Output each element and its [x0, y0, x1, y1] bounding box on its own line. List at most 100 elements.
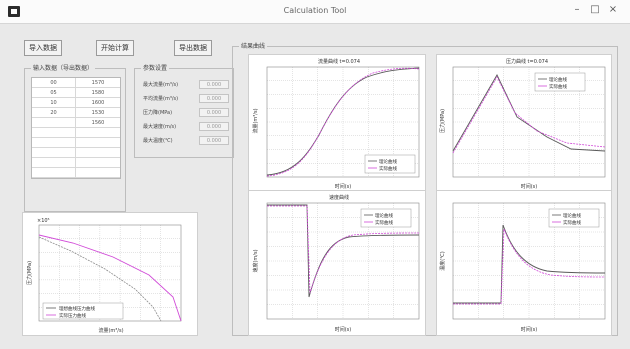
temperature-plot-ylabel: 温度(℃) [439, 251, 446, 271]
actual-curve-line [38, 236, 162, 322]
curve-legend-theory: 理想曲线压力曲线 [59, 305, 95, 312]
temperature-plot-xlabel: 时间(s) [521, 326, 538, 333]
table-row[interactable]: 1560 [32, 118, 120, 128]
curve-ylabel: 压力(MPa) [26, 261, 33, 285]
pressure-flow-chart-svg: ×10⁵ 压力(MPa) 流量(m³/s) 理想曲线压力曲线 实际压力曲线 [26, 218, 182, 334]
pressure-legend-theory: 理论曲线 [549, 76, 567, 83]
table-cell[interactable]: 05 [32, 88, 77, 97]
flow-time-svg: 流量曲线 t=0.074 流量(m³/s) 时间(s) 理论曲线 实际曲线 [252, 58, 420, 190]
velocity-plot-legend [360, 208, 412, 228]
velocity-plot-axes [266, 202, 420, 320]
table-cell[interactable] [32, 168, 77, 177]
curve-legend-actual: 实际压力曲线 [59, 312, 86, 319]
temperature-actual-line [453, 228, 606, 305]
table-row[interactable] [32, 148, 120, 158]
table-row[interactable]: 05 1580 [32, 88, 120, 98]
import-data-button[interactable]: 导入数据 [24, 40, 62, 56]
table-cell[interactable] [76, 148, 120, 157]
table-cell[interactable]: 1560 [91, 120, 105, 126]
table-cell[interactable]: 1530 [91, 110, 105, 116]
pressure-plot-legend [534, 72, 586, 92]
table-cell[interactable] [32, 128, 77, 137]
results-group-label: 结果曲线 [239, 41, 268, 50]
flow-plot-xlabel: 时间(s) [335, 183, 352, 190]
velocity-plot-title: 速度曲线 [329, 194, 349, 201]
temperature-time-plot: 温度(℃) 时间(s) 理论曲线 实际曲线 [436, 190, 612, 336]
table-cell[interactable] [76, 158, 120, 167]
maximize-button[interactable]: □ [590, 4, 600, 15]
pressure-legend-actual: 实际曲线 [549, 83, 567, 90]
velocity-plot-xlabel: 时间(s) [335, 326, 352, 333]
param-label: 最大速度(m/s) [143, 124, 177, 130]
curve-legend [42, 302, 124, 320]
close-button[interactable]: × [608, 4, 618, 15]
table-cell[interactable]: 20 [32, 108, 77, 117]
flow-plot-legend [364, 154, 416, 174]
curve-xlabel: 流量(m³/s) [98, 327, 123, 334]
velocity-time-svg: 速度曲线 速度(m/s) 时间(s) 理论曲线 实际曲线 [252, 194, 420, 333]
velocity-time-plot: 速度曲线 速度(m/s) 时间(s) 理论曲线 实际曲线 [248, 190, 426, 336]
table-row[interactable]: 20 1530 [32, 108, 120, 118]
pressure-plot-xlabel: 时间(s) [521, 183, 538, 190]
param-value-field[interactable]: 0.000 [199, 136, 229, 145]
data-group-label: 输入数据（导出数据） [31, 63, 96, 72]
temperature-theory-line [453, 224, 606, 304]
flow-plot-axes [266, 66, 420, 178]
flow-time-plot: 流量曲线 t=0.074 流量(m³/s) 时间(s) 理论曲线 实际曲线 [248, 54, 426, 192]
pressure-actual-line [452, 76, 606, 154]
table-cell[interactable] [76, 138, 120, 147]
flow-actual-line [266, 67, 420, 177]
param-label: 压力降(MPa) [143, 110, 173, 116]
table-cell[interactable] [76, 168, 120, 177]
table-cell[interactable] [32, 158, 77, 167]
param-label: 最大流量(m³/s) [143, 82, 179, 88]
velocity-legend-theory: 理论曲线 [375, 212, 393, 219]
table-cell[interactable]: 1600 [91, 100, 105, 106]
table-cell[interactable] [76, 128, 120, 137]
table-row[interactable] [32, 128, 120, 138]
start-calc-button[interactable]: 开始计算 [96, 40, 134, 56]
param-label: 平均流量(m³/s) [143, 96, 179, 102]
param-label: 最大温度(℃) [143, 138, 173, 144]
param-value-field[interactable]: 0.000 [199, 80, 229, 89]
param-value-field[interactable]: 0.000 [199, 122, 229, 131]
export-data-button[interactable]: 导出数据 [174, 40, 212, 56]
table-cell[interactable]: 1580 [91, 90, 105, 96]
velocity-actual-line [267, 205, 420, 294]
data-grid[interactable]: 00 1570 05 1580 10 1600 20 1530 1560 [31, 77, 121, 179]
table-row[interactable] [32, 138, 120, 148]
flow-legend-actual: 实际曲线 [379, 165, 397, 172]
table-cell[interactable]: 10 [32, 98, 77, 107]
table-row[interactable] [32, 168, 120, 178]
pressure-plot-title: 压力曲线 t=0.074 [506, 58, 548, 65]
flow-legend-theory: 理论曲线 [379, 158, 397, 165]
theory-curve-line [38, 234, 182, 322]
velocity-legend-actual: 实际曲线 [375, 219, 393, 226]
flow-plot-title: 流量曲线 t=0.074 [318, 58, 360, 65]
pressure-plot-ylabel: 压力(MPa) [439, 109, 446, 133]
app-icon [8, 6, 20, 17]
table-cell[interactable]: 1570 [91, 80, 105, 86]
param-value-field[interactable]: 0.000 [199, 94, 229, 103]
param-value-field[interactable]: 0.000 [199, 108, 229, 117]
table-cell[interactable] [32, 118, 77, 127]
pressure-time-svg: 压力曲线 t=0.074 压力(MPa) 时间(s) 理论曲线 实际曲线 [439, 58, 606, 190]
velocity-plot-ylabel: 速度(m/s) [252, 249, 259, 272]
data-group: 输入数据（导出数据） 00 1570 05 1580 10 1600 20 1530 1560 [24, 63, 126, 212]
table-row[interactable]: 10 1600 [32, 98, 120, 108]
temperature-plot-legend [548, 208, 600, 228]
minimize-button[interactable]: – [574, 4, 580, 15]
temperature-legend-theory: 理论曲线 [563, 212, 581, 219]
table-row[interactable]: 00 1570 [32, 78, 120, 88]
table-cell[interactable] [32, 148, 77, 157]
flow-theory-line [266, 67, 420, 176]
table-cell[interactable]: 00 [32, 78, 77, 87]
table-cell[interactable] [32, 138, 77, 147]
window-title: Calculation Tool [283, 6, 347, 15]
table-row[interactable] [32, 158, 120, 168]
pressure-flow-chart: ×10⁵ 压力(MPa) 流量(m³/s) 理想曲线压力曲线 实际压力曲线 [22, 212, 198, 336]
param-group: 参数设置 最大流量(m³/s) 0.000 平均流量(m³/s) 0.000 压力降(M… [134, 63, 234, 158]
temperature-plot-axes [452, 202, 606, 320]
temperature-time-svg: 温度(℃) 时间(s) 理论曲线 实际曲线 [439, 202, 606, 333]
chart-axes [38, 224, 182, 322]
